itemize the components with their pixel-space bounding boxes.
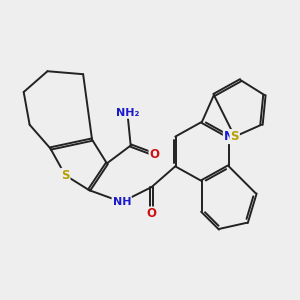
- Text: O: O: [149, 148, 160, 161]
- Text: S: S: [230, 130, 239, 143]
- Text: NH: NH: [112, 197, 131, 207]
- Text: S: S: [61, 169, 70, 182]
- Text: O: O: [146, 207, 157, 220]
- Text: N: N: [224, 130, 234, 143]
- Text: NH₂: NH₂: [116, 108, 140, 118]
